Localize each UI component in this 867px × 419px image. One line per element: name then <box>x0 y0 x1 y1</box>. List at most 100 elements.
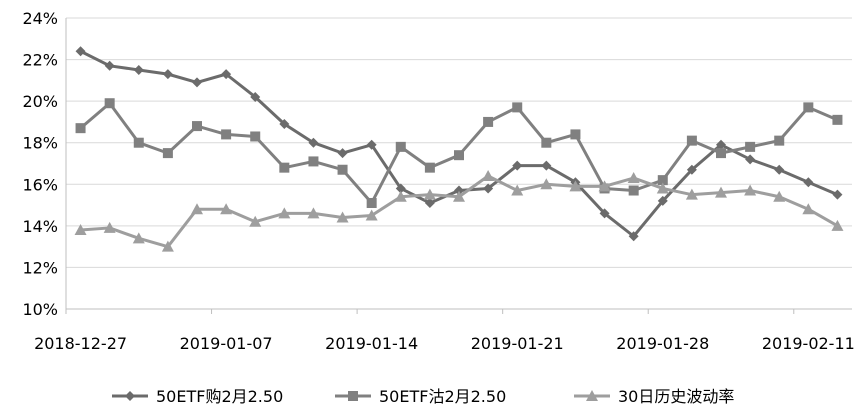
legend-item: 50ETF购2月2.50 <box>112 387 283 406</box>
data-point-triangle <box>511 184 524 196</box>
y-tick-label: 12% <box>22 258 58 277</box>
data-point-diamond <box>512 160 523 171</box>
x-axis-tick-labels: 2018-12-27 2019-01-07 2019-01-14 2019-01-21… <box>34 334 855 353</box>
data-point-triangle <box>831 219 844 231</box>
data-point-diamond <box>657 195 668 206</box>
data-point-diamond <box>308 137 319 148</box>
data-point-square <box>337 164 348 175</box>
x-tick-label: 2019-01-21 <box>471 334 564 353</box>
data-point-diamond <box>104 60 115 71</box>
data-point-triangle <box>586 390 598 401</box>
data-point-triangle <box>307 207 320 219</box>
data-point-square <box>745 141 756 152</box>
axes <box>65 18 852 314</box>
data-point-triangle <box>336 211 349 223</box>
series-2 <box>75 98 843 208</box>
x-tick-label: 2019-01-14 <box>325 334 418 353</box>
data-point-triangle <box>423 188 436 200</box>
series-3 <box>74 169 844 252</box>
data-point-diamond <box>221 69 232 80</box>
legend-label: 30日历史波动率 <box>618 387 734 406</box>
data-point-diamond <box>686 164 697 175</box>
gridlines <box>66 17 852 268</box>
data-point-diamond <box>192 77 202 88</box>
x-tick-label: 2019-01-28 <box>616 334 709 353</box>
data-point-square <box>803 102 814 113</box>
data-point-diamond <box>745 154 756 165</box>
data-point-square <box>541 137 552 148</box>
legend-label: 50ETF购2月2.50 <box>156 387 283 406</box>
data-point-diamond <box>75 46 86 57</box>
data-point-triangle <box>569 180 582 192</box>
data-point-square <box>348 391 358 401</box>
data-point-diamond <box>454 185 464 196</box>
data-point-triangle <box>132 232 145 244</box>
data-point-triangle <box>482 169 495 181</box>
data-point-triangle <box>161 240 174 252</box>
data-point-diamond <box>716 139 726 150</box>
y-tick-label: 18% <box>22 134 58 153</box>
data-point-triangle <box>627 172 640 184</box>
data-point-triangle <box>715 186 727 198</box>
legend-item: 50ETF沽2月2.50 <box>335 387 506 406</box>
data-point-triangle <box>540 178 553 190</box>
data-point-square <box>133 137 144 148</box>
series-lines <box>74 46 844 252</box>
data-point-diamond <box>366 139 377 150</box>
data-point-triangle <box>453 190 465 202</box>
data-point-triangle <box>802 203 815 215</box>
data-point-triangle <box>656 182 669 194</box>
data-point-triangle <box>394 190 407 202</box>
data-point-square <box>686 135 697 146</box>
data-point-square <box>279 162 290 173</box>
data-point-triangle <box>773 190 786 202</box>
y-tick-label: 16% <box>22 175 58 194</box>
data-point-square <box>221 129 232 140</box>
y-tick-label: 20% <box>22 92 58 111</box>
data-point-diamond <box>599 208 610 219</box>
data-point-triangle <box>744 184 757 196</box>
data-point-diamond <box>279 119 290 130</box>
y-tick-label: 24% <box>22 9 58 28</box>
data-point-square <box>512 102 523 113</box>
y-tick-label: 22% <box>22 51 58 70</box>
data-point-square <box>192 121 202 132</box>
data-point-triangle <box>685 188 698 200</box>
data-point-square <box>424 162 435 173</box>
y-tick-label: 10% <box>22 300 58 319</box>
data-point-square <box>483 116 494 127</box>
x-tick-label: 2018-12-27 <box>34 334 127 353</box>
data-point-diamond <box>395 183 406 194</box>
data-point-diamond <box>125 391 135 401</box>
data-point-triangle <box>220 203 233 215</box>
data-point-diamond <box>337 148 348 159</box>
data-point-square <box>628 185 639 196</box>
data-point-diamond <box>628 231 639 242</box>
data-point-triangle <box>103 221 116 233</box>
data-point-square <box>570 129 581 140</box>
data-point-square <box>832 114 843 125</box>
data-point-triangle <box>278 207 291 219</box>
data-point-square <box>657 175 668 186</box>
data-point-triangle <box>365 209 378 221</box>
data-point-triangle <box>598 180 611 192</box>
data-point-triangle <box>191 203 203 215</box>
data-point-square <box>75 123 86 134</box>
y-tick-label: 14% <box>22 217 58 236</box>
data-point-triangle <box>74 224 87 236</box>
data-point-triangle <box>249 215 262 227</box>
data-point-square <box>104 98 115 109</box>
data-point-square <box>162 148 173 159</box>
data-point-diamond <box>483 183 494 194</box>
x-tick-label: 2019-02-11 <box>762 334 855 353</box>
legend-item: 30日历史波动率 <box>574 387 734 406</box>
data-point-diamond <box>803 177 814 188</box>
data-point-diamond <box>162 69 173 80</box>
y-axis-tick-labels: 24% 22% 20% 18% 16% 14% 12% 10% <box>22 9 58 319</box>
x-tick-label: 2019-01-07 <box>180 334 273 353</box>
data-point-diamond <box>250 91 261 102</box>
data-point-square <box>454 150 464 161</box>
legend: 50ETF购2月2.50 50ETF沽2月2.50 30日历史波动率 <box>112 387 734 406</box>
data-point-diamond <box>424 197 435 208</box>
data-point-diamond <box>774 164 785 175</box>
